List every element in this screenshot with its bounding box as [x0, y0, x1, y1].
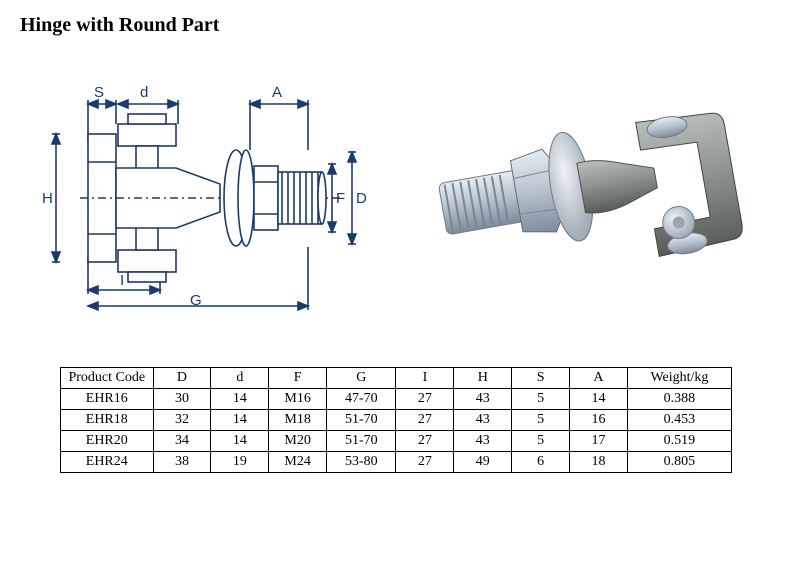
spec-table: Product Code D d F G I H S A Weight/kg E… — [60, 367, 732, 473]
page-title: Hinge with Round Part — [0, 0, 792, 37]
dim-label-S: S — [94, 84, 104, 101]
th-d: d — [211, 368, 269, 389]
th-A: A — [570, 368, 628, 389]
product-photo — [422, 72, 752, 312]
dim-label-I: I — [120, 272, 124, 289]
dim-label-G: G — [190, 292, 202, 309]
dim-label-d: d — [140, 84, 148, 101]
table-row: EHR16 30 14 M16 47-70 27 43 5 14 0.388 — [61, 389, 732, 410]
table-row: EHR20 34 14 M20 51-70 27 43 5 17 0.519 — [61, 431, 732, 452]
dim-label-H: H — [42, 190, 53, 207]
figure-area: S d A H F D I G — [0, 37, 792, 337]
dim-label-A: A — [272, 84, 282, 101]
table-row: EHR18 32 14 M18 51-70 27 43 5 16 0.453 — [61, 410, 732, 431]
th-H: H — [454, 368, 512, 389]
th-F: F — [269, 368, 327, 389]
table-body: EHR16 30 14 M16 47-70 27 43 5 14 0.388 E… — [61, 389, 732, 473]
dim-label-F: F — [336, 190, 345, 207]
th-weight: Weight/kg — [627, 368, 731, 389]
photo-svg — [422, 72, 752, 312]
diagram-svg — [40, 72, 360, 312]
technical-diagram: S d A H F D I G — [40, 72, 360, 312]
th-G: G — [327, 368, 396, 389]
th-S: S — [512, 368, 570, 389]
th-I: I — [396, 368, 454, 389]
th-code: Product Code — [61, 368, 154, 389]
table-header-row: Product Code D d F G I H S A Weight/kg — [61, 368, 732, 389]
th-D: D — [153, 368, 211, 389]
spec-table-container: Product Code D d F G I H S A Weight/kg E… — [0, 337, 792, 473]
table-row: EHR24 38 19 M24 53-80 27 49 6 18 0.805 — [61, 452, 732, 473]
dim-label-D: D — [356, 190, 367, 207]
